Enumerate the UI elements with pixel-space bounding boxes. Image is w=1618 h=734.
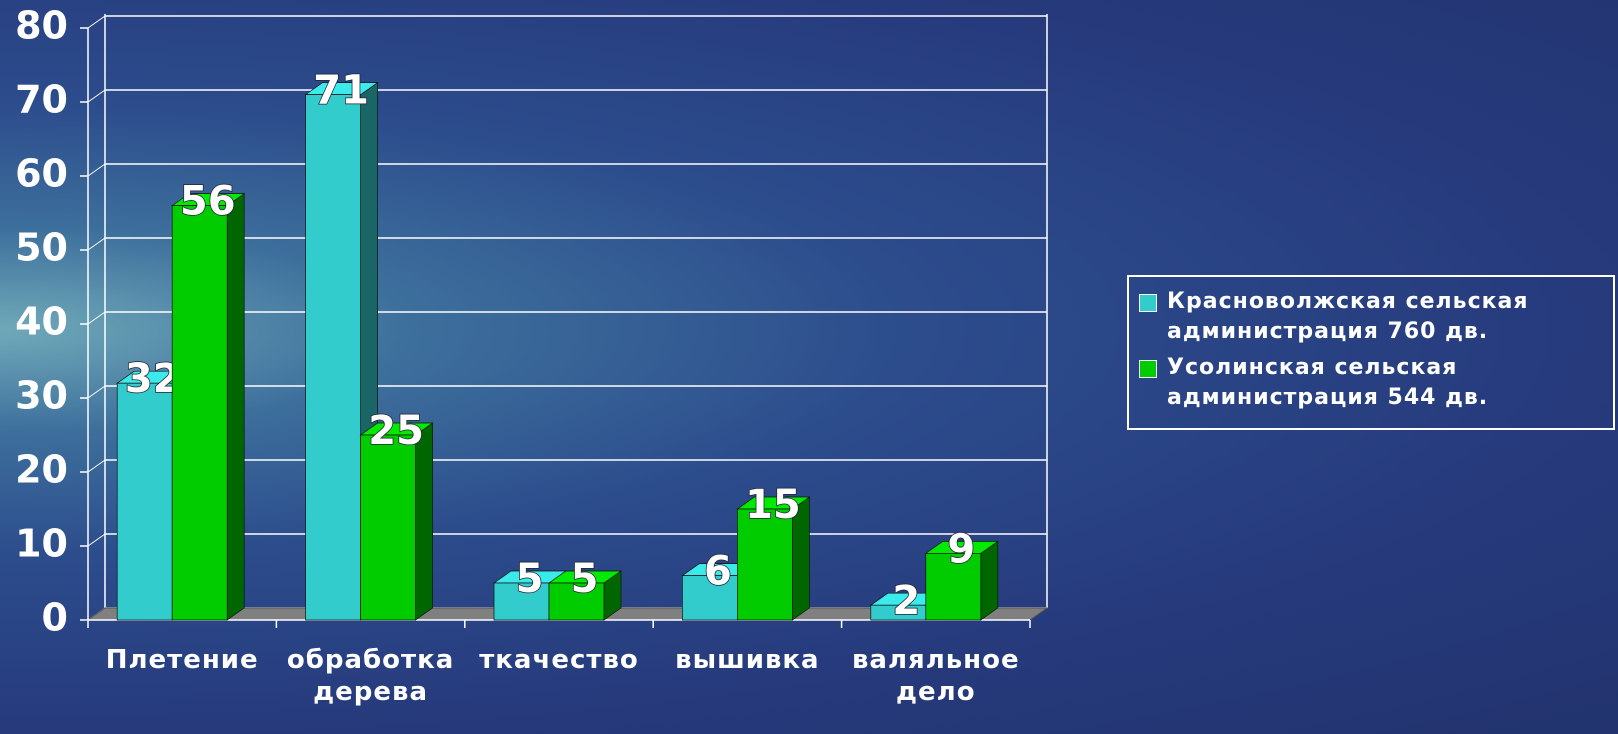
y-tick-label: 30 [15,374,68,418]
page: 01020304050607080325671255561529 Краснов… [0,0,1618,734]
bar [306,95,361,620]
legend-label: Красноволжская сельская администрация 76… [1167,287,1605,347]
legend: Красноволжская сельская администрация 76… [1127,275,1615,430]
y-tick-label: 70 [15,78,68,122]
diag-tick [88,312,105,324]
legend-swatch [1139,294,1157,312]
diag-tick [88,386,105,398]
data-label: 5 [571,556,599,602]
x-tick-label: валяльное дело [841,644,1031,708]
x-tick-label: Плетение [87,644,277,676]
y-tick-label: 0 [42,596,68,640]
diag-tick [88,460,105,472]
y-tick-label: 10 [15,522,68,566]
diag-tick [88,164,105,176]
data-label: 25 [368,408,424,454]
legend-item: Красноволжская сельская администрация 76… [1137,287,1605,347]
y-tick-label: 40 [15,300,68,344]
data-label: 71 [313,68,369,114]
bar [361,435,416,620]
legend-swatch [1139,360,1157,378]
data-label: 2 [892,578,920,624]
diag-tick [88,16,105,28]
data-label: 9 [947,526,975,572]
x-tick-label: ткачество [464,644,654,676]
diag-tick [88,534,105,546]
bar-side [981,541,998,620]
diag-tick [88,238,105,250]
bar [117,383,172,620]
legend-label: Усолинская сельская администрация 544 дв… [1167,353,1605,413]
y-tick-label: 80 [15,4,68,48]
data-label: 5 [516,556,544,602]
x-tick-label: обработка дерева [276,644,466,708]
y-tick-label: 50 [15,226,68,270]
diag-tick [88,90,105,102]
data-label: 15 [745,482,801,528]
data-label: 56 [180,179,236,225]
data-label: 6 [704,549,732,595]
bar [172,206,227,620]
legend-item: Усолинская сельская администрация 544 дв… [1137,353,1605,413]
y-tick-label: 20 [15,448,68,492]
y-tick-label: 60 [15,152,68,196]
x-tick-label: вышивка [652,644,842,676]
bar-side [227,194,244,620]
